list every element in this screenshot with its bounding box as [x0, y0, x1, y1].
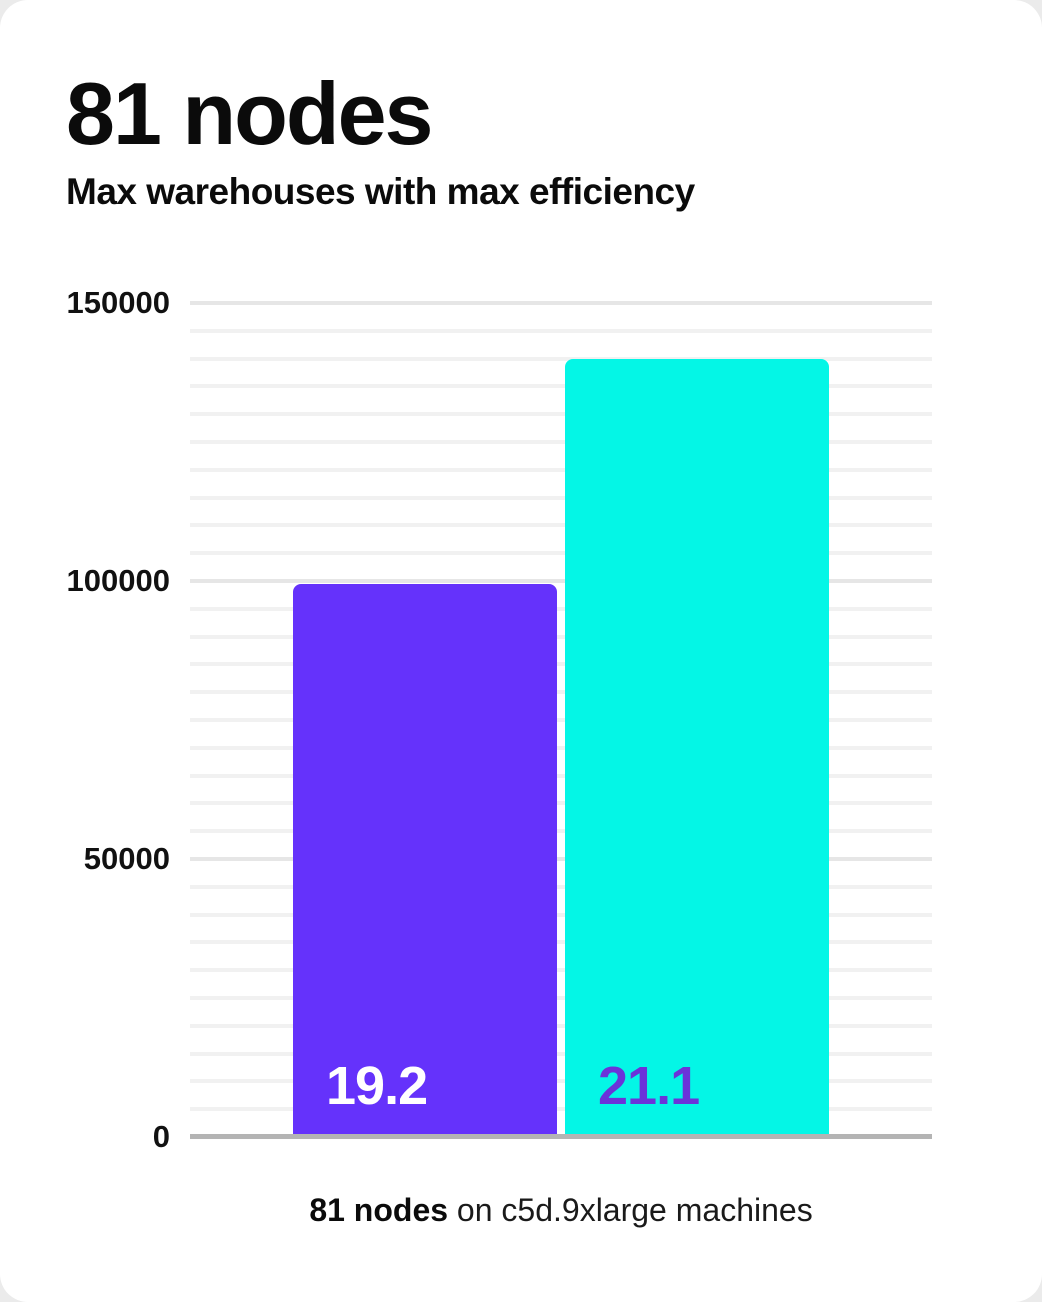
minor-gridline — [190, 718, 932, 722]
bar-19.2: 19.2 — [293, 583, 557, 1137]
minor-gridline — [190, 467, 932, 472]
bar-label-21.1: 21.1 — [598, 1056, 700, 1116]
caption-text: on c5d.9xlarge machines — [448, 1192, 813, 1228]
y-tick-label-0: 0 — [152, 1119, 170, 1154]
minor-gridline — [190, 690, 932, 695]
minor-gridline — [190, 940, 932, 945]
chart-title: 81 nodes — [66, 64, 433, 163]
major-gridline — [190, 857, 932, 861]
minor-gridline — [190, 440, 932, 444]
chart-caption: 81 nodes on c5d.9xlarge machines — [190, 1192, 932, 1229]
minor-gridline — [190, 328, 932, 333]
minor-gridline — [190, 412, 932, 417]
minor-gridline — [190, 884, 932, 889]
minor-gridline — [190, 606, 932, 611]
minor-gridline — [190, 745, 932, 750]
minor-gridline — [190, 829, 932, 834]
minor-gridline — [190, 356, 932, 361]
minor-gridline — [190, 1051, 932, 1056]
minor-gridline — [190, 912, 932, 917]
minor-gridline — [190, 773, 932, 778]
y-tick-label-150000: 150000 — [66, 285, 170, 320]
major-gridline — [190, 579, 932, 583]
minor-gridline — [190, 1079, 932, 1084]
y-tick-label-50000: 50000 — [83, 841, 170, 876]
bar-21.1: 21.1 — [565, 358, 829, 1137]
minor-gridline — [190, 662, 932, 667]
minor-gridline — [190, 968, 932, 973]
caption-highlight: 81 nodes — [309, 1192, 449, 1228]
chart-subtitle: Max warehouses with max efficiency — [66, 171, 695, 212]
minor-gridline — [190, 996, 932, 1000]
minor-gridline — [190, 801, 932, 806]
plot-area: 19.2 21.1 — [190, 301, 932, 1139]
x-axis-line — [190, 1134, 932, 1139]
minor-gridline — [190, 634, 932, 639]
minor-gridline — [190, 523, 932, 528]
y-tick-label-100000: 100000 — [66, 563, 170, 598]
bar-label-19.2: 19.2 — [326, 1056, 428, 1116]
minor-gridline — [190, 384, 932, 389]
minor-gridline — [190, 551, 932, 556]
minor-gridline — [190, 1107, 932, 1112]
major-gridline — [190, 301, 932, 305]
minor-gridline — [190, 495, 932, 500]
minor-gridline — [190, 1023, 932, 1028]
